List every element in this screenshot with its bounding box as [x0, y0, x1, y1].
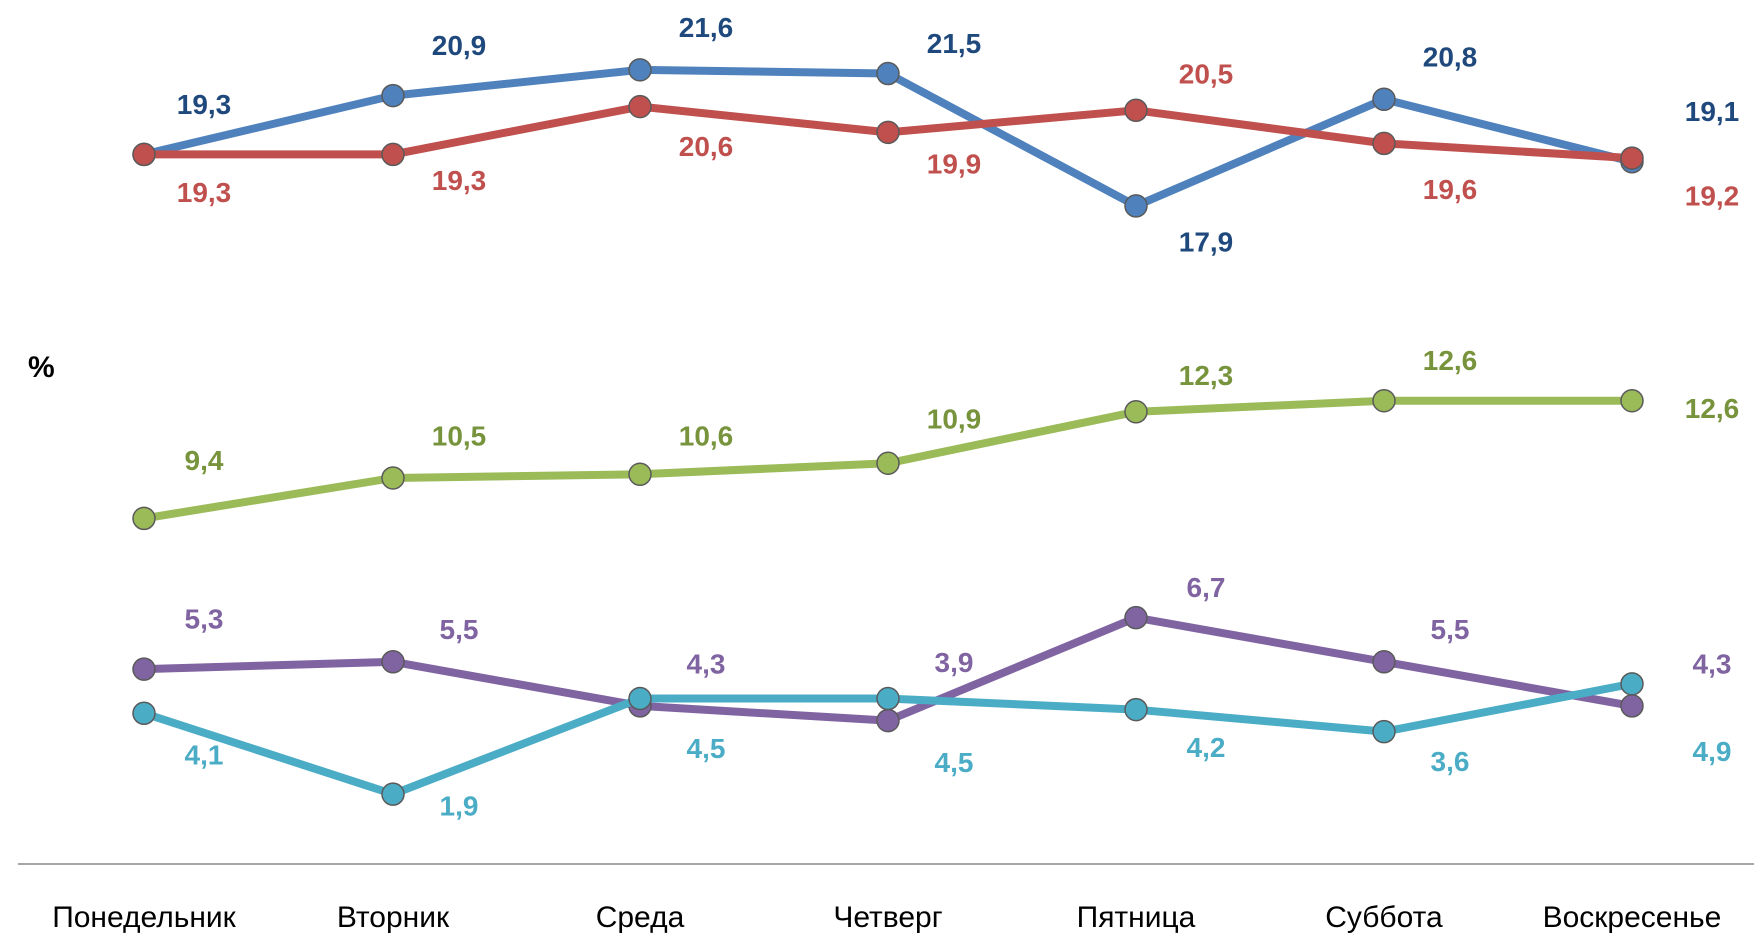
x-tick-label: Пятница [1077, 901, 1196, 934]
marker [1124, 400, 1148, 424]
data-label: 19,6 [1423, 174, 1478, 205]
marker [381, 650, 405, 674]
marker [132, 506, 156, 531]
data-label: 12,6 [1685, 393, 1740, 424]
data-label: 10,6 [679, 421, 734, 452]
marker [1620, 146, 1644, 170]
data-label: 4,9 [1693, 736, 1732, 767]
marker [876, 686, 900, 711]
marker [132, 142, 156, 167]
data-label: 10,5 [432, 420, 487, 451]
x-tick-label: Вторник [337, 901, 450, 934]
marker [381, 466, 405, 490]
data-label: 4,5 [687, 733, 726, 764]
data-label: 5,5 [1431, 614, 1470, 645]
marker [628, 686, 652, 711]
data-label: 10,9 [927, 404, 982, 435]
x-tick-label: Суббота [1325, 901, 1443, 934]
data-label: 4,2 [1187, 732, 1226, 763]
data-label: 17,9 [1179, 226, 1234, 257]
marker [1620, 672, 1644, 696]
data-label: 4,3 [687, 648, 726, 679]
marker [132, 701, 156, 726]
data-label: 19,9 [927, 149, 982, 180]
data-label: 20,8 [1423, 42, 1478, 73]
marker [628, 462, 652, 487]
data-label: 20,9 [432, 30, 487, 61]
marker [628, 94, 652, 119]
data-label: 19,3 [177, 177, 232, 208]
x-tick-label: Среда [596, 901, 685, 934]
data-label: 21,6 [679, 12, 734, 43]
marker [1124, 697, 1148, 722]
marker [628, 58, 652, 82]
data-label: 4,1 [185, 740, 224, 771]
data-label: 3,6 [1431, 746, 1470, 777]
marker [876, 61, 900, 86]
data-label: 19,3 [432, 165, 487, 196]
x-tick-label: Четверг [833, 901, 942, 934]
marker [1620, 694, 1644, 718]
data-label: 20,6 [679, 131, 734, 162]
x-tick-label: Воскресенье [1543, 901, 1722, 934]
data-label: 12,6 [1423, 345, 1478, 376]
data-label: 5,3 [185, 604, 224, 635]
marker [876, 120, 900, 145]
marker [381, 142, 405, 167]
data-label: 5,5 [440, 614, 479, 645]
marker [1372, 650, 1396, 674]
marker [1372, 388, 1396, 413]
data-label: 4,5 [935, 747, 974, 778]
data-label: 21,5 [927, 28, 982, 59]
marker [1124, 605, 1148, 630]
data-label: 3,9 [935, 647, 974, 678]
marker [1372, 87, 1396, 112]
marker [381, 83, 405, 108]
data-label: 9,4 [185, 445, 224, 476]
marker [876, 708, 900, 733]
marker [876, 451, 900, 476]
data-label: 12,3 [1179, 360, 1234, 391]
marker [132, 657, 156, 681]
data-label: 20,5 [1179, 59, 1234, 90]
data-label: 19,1 [1685, 96, 1740, 127]
marker [1372, 719, 1396, 744]
marker [1124, 98, 1148, 123]
y-axis-label: % [28, 351, 55, 384]
marker [1372, 131, 1396, 156]
marker [1620, 388, 1644, 413]
data-label: 19,3 [177, 89, 232, 120]
x-tick-label: Понедельник [52, 901, 236, 934]
data-label: 1,9 [440, 791, 479, 822]
marker [381, 782, 405, 806]
data-label: 4,3 [1693, 648, 1732, 679]
data-label: 19,2 [1685, 180, 1740, 211]
marker [1124, 194, 1148, 218]
data-label: 6,7 [1187, 572, 1226, 603]
